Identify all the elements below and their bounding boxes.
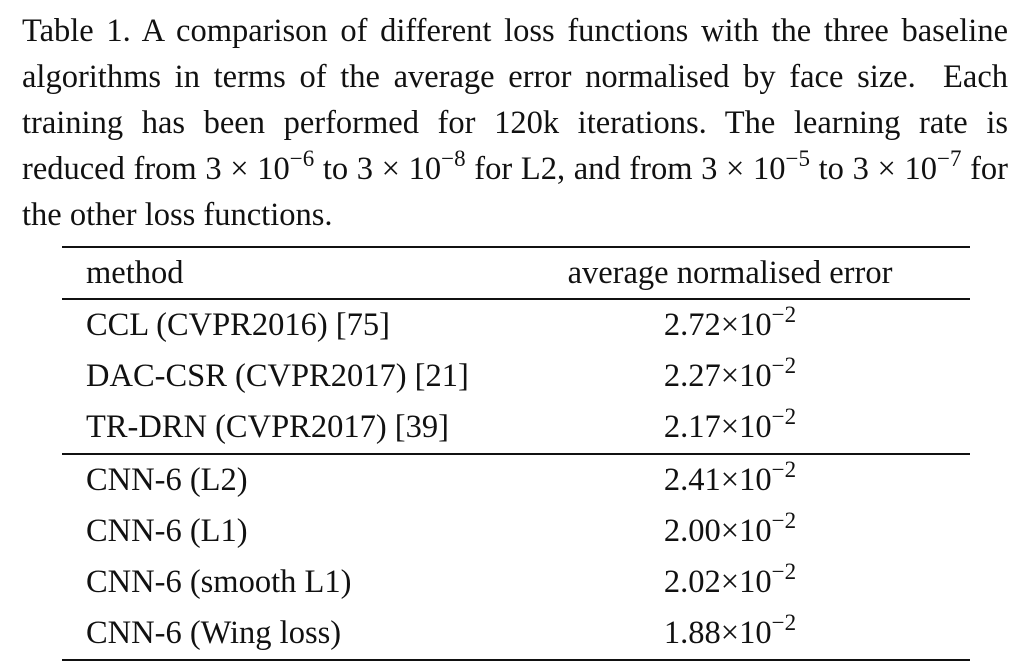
- table-row: CCL (CVPR2016) [75] 2.72×10−2: [62, 299, 970, 351]
- error-base: 2.27×10: [663, 358, 772, 394]
- superscript: −6: [289, 146, 315, 171]
- error-exponent: −2: [771, 610, 797, 635]
- error-base: 2.02×10: [663, 564, 772, 600]
- superscript: −7: [936, 146, 962, 171]
- error-exponent: −2: [771, 353, 797, 378]
- caption-text: for the other loss functions.: [22, 151, 1008, 233]
- error-cell: 2.72×10−2: [490, 299, 970, 351]
- caption-text: to 3 × 10: [810, 151, 937, 187]
- method-cell: CNN-6 (L2): [62, 453, 490, 506]
- method-cell: TR-DRN (CVPR2017) [39]: [86, 409, 449, 445]
- method-cell: DAC-CSR (CVPR2017) [21]: [86, 358, 469, 394]
- header-cell: method: [62, 246, 490, 300]
- error-exponent: −2: [771, 508, 797, 533]
- error-exponent: −2: [771, 457, 797, 482]
- error-cell: 2.02×10−2: [490, 557, 970, 608]
- error-cell: 2.27×10−2: [490, 351, 970, 402]
- header-cell: average normalised error: [490, 246, 970, 300]
- method-cell: CCL (CVPR2016) [75]: [86, 307, 390, 343]
- superscript: −8: [441, 146, 466, 171]
- error-base: 2.17×10: [663, 409, 772, 445]
- error-base: 2.41×10: [663, 462, 772, 498]
- table-row: TR-DRN (CVPR2017) [39] 2.17×10−2: [62, 402, 970, 454]
- caption-text: Table 1. A comparison of different loss …: [22, 13, 1008, 187]
- table-row: CNN-6 (Wing loss) 1.88×10−2: [62, 608, 970, 661]
- table-row: DAC-CSR (CVPR2017) [21] 2.27×10−2: [62, 351, 970, 402]
- error-cell: 1.88×10−2: [490, 608, 970, 661]
- results-table: method average normalised error CCL (CVP…: [62, 246, 970, 661]
- method-cell: CNN-6 (smooth L1): [86, 564, 352, 600]
- caption-text: to 3 × 10: [314, 151, 442, 187]
- error-cell: 2.00×10−2: [490, 506, 970, 557]
- header-row: method average normalised error: [62, 246, 970, 300]
- error-exponent: −2: [771, 559, 797, 584]
- superscript: −5: [785, 146, 810, 171]
- table-row: CNN-6 (L2) 2.41×10−2: [62, 453, 970, 506]
- error-base: 2.72×10: [663, 307, 772, 343]
- table-row: CNN-6 (L1) 2.00×10−2: [62, 506, 970, 557]
- caption-text: for L2, and from 3 × 10: [465, 151, 786, 187]
- error-exponent: −2: [771, 404, 797, 429]
- method-cell: CNN-6 (L1): [86, 513, 248, 549]
- error-cell: 2.17×10−2: [490, 402, 970, 454]
- error-exponent: −2: [771, 302, 797, 327]
- error-cell: 2.41×10−2: [490, 453, 970, 506]
- caption: Table 1. A comparison of different loss …: [22, 8, 1008, 238]
- error-base: 1.88×10: [663, 615, 772, 651]
- method-cell: CNN-6 (Wing loss): [62, 608, 490, 661]
- error-base: 2.00×10: [663, 513, 772, 549]
- table-row: CNN-6 (smooth L1) 2.02×10−2: [62, 557, 970, 608]
